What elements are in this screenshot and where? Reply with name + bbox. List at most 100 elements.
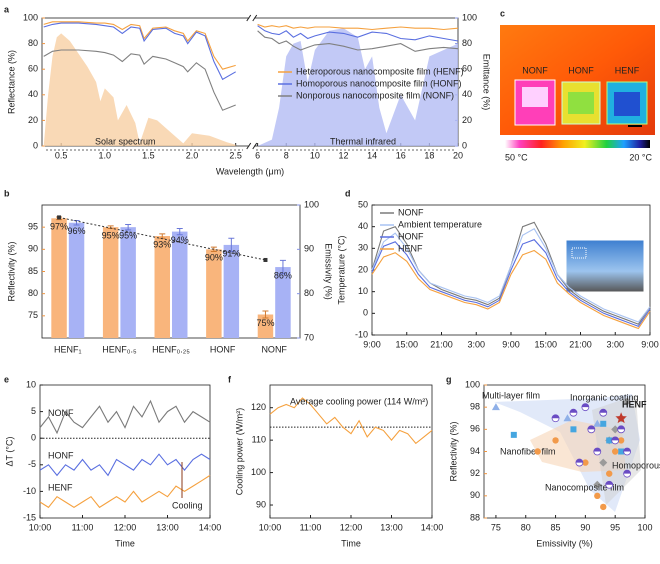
panel-letter: a xyxy=(4,4,10,14)
y-tick-label: 100 xyxy=(465,379,480,389)
series-line xyxy=(257,30,459,52)
x-tick-label: 11:00 xyxy=(300,522,322,532)
x-tick-label: 10 xyxy=(310,150,320,160)
point xyxy=(600,503,607,511)
point xyxy=(587,425,596,434)
panel-letter: g xyxy=(446,374,452,384)
legend-label: HENF xyxy=(398,243,423,253)
error-bar xyxy=(210,246,217,253)
y-tick-label: 88 xyxy=(470,512,480,522)
series-label: Inorganic coating xyxy=(570,392,639,402)
y-tick-label: 90 xyxy=(470,490,480,500)
x-tick-label: 9:00 xyxy=(502,339,520,349)
error-bar xyxy=(125,224,132,231)
point xyxy=(594,492,601,500)
color-scale xyxy=(505,140,650,148)
y-tick-label: -10 xyxy=(355,329,368,339)
series-line xyxy=(257,25,459,42)
series-line xyxy=(43,49,236,111)
error-bar xyxy=(279,259,286,275)
legend-label: Ambient temperature xyxy=(398,219,482,229)
point xyxy=(581,403,590,412)
point xyxy=(617,437,625,444)
y2-tick-label: 80 xyxy=(304,288,314,298)
x-tick-label: HONF xyxy=(210,344,236,354)
series-label: Homoporous film xyxy=(612,460,660,470)
y2-tick-label: 80 xyxy=(462,38,472,48)
point-fill xyxy=(599,409,607,413)
y-tick-label: 30 xyxy=(358,243,368,253)
point xyxy=(606,470,613,477)
point xyxy=(569,408,578,417)
x-tick-label: 1.0 xyxy=(99,150,112,160)
legend-label: NONF xyxy=(398,207,424,217)
x-tick-label: 80 xyxy=(521,522,531,532)
bar xyxy=(206,249,222,338)
point xyxy=(570,426,577,433)
y-tick-label: 92 xyxy=(470,468,480,478)
x-tick-label: 11:00 xyxy=(72,522,94,532)
point xyxy=(599,408,608,417)
x-tick-label: 12:00 xyxy=(114,522,137,532)
error-bar xyxy=(176,227,183,236)
bar-value-label: 96% xyxy=(68,226,86,236)
series-label: Multi-layer film xyxy=(482,390,540,400)
point xyxy=(593,419,602,427)
y-tick-label: 90 xyxy=(256,499,266,509)
y-tick-label: 120 xyxy=(251,402,266,412)
y2-tick-label: 100 xyxy=(462,12,477,22)
point xyxy=(617,425,626,434)
series-line xyxy=(269,397,433,445)
x-tick-label: 100 xyxy=(637,522,652,532)
axis-break xyxy=(249,16,255,20)
point xyxy=(551,414,560,423)
x-tick-label: 13:00 xyxy=(156,522,179,532)
break-mark xyxy=(252,14,258,22)
legend-label: Heteroporous nanocomposite film (HENF) xyxy=(296,66,464,76)
sample-label: HONF xyxy=(568,65,594,75)
y-tick-label: 10 xyxy=(26,379,36,389)
x-tick-label: 8 xyxy=(284,150,289,160)
inset-highlight xyxy=(571,247,587,259)
point xyxy=(623,397,632,406)
y-tick-label: 75 xyxy=(28,310,38,320)
point xyxy=(534,448,541,455)
point-fill xyxy=(569,409,577,413)
point xyxy=(611,425,620,434)
y-tick-label: 10 xyxy=(358,286,368,296)
x-tick-label: 14:00 xyxy=(421,522,444,532)
point xyxy=(600,420,607,427)
series-line xyxy=(371,239,651,327)
x-tick-label: 14 xyxy=(367,150,377,160)
inset-photo xyxy=(565,239,645,293)
area-label: Thermal infrared xyxy=(330,136,396,146)
y-axis-title: Reflectivity (%) xyxy=(448,421,458,481)
series-line xyxy=(39,399,211,435)
x-tick-label: 2.5 xyxy=(229,150,242,160)
series-label: HENF xyxy=(622,399,647,409)
y2-tick-label: 0 xyxy=(462,140,467,150)
bar-value-label: 94% xyxy=(171,235,189,245)
bar-value-label: 86% xyxy=(274,270,292,280)
bar xyxy=(275,267,291,338)
sample-henf-cool xyxy=(614,92,640,116)
point-fill xyxy=(623,470,631,474)
x-tick-label: 6 xyxy=(255,150,260,160)
y-tick-label: 50 xyxy=(358,199,368,209)
panel-letter: d xyxy=(345,188,351,198)
series-label: Nanocomposite film xyxy=(545,482,624,492)
point xyxy=(593,447,602,456)
bar xyxy=(102,227,119,338)
break-mark xyxy=(246,14,252,22)
point xyxy=(510,431,517,438)
y-tick-label: 94 xyxy=(470,446,480,456)
series-label: NONF xyxy=(48,408,74,418)
x-tick-label: 14:00 xyxy=(199,522,222,532)
sample-nonf-hot xyxy=(522,87,548,107)
x-tick-label: HENF₁ xyxy=(54,344,82,354)
x-tick-label: 75 xyxy=(491,522,501,532)
y-tick-label: 0 xyxy=(363,308,368,318)
series-line xyxy=(43,21,236,70)
point xyxy=(611,448,619,455)
